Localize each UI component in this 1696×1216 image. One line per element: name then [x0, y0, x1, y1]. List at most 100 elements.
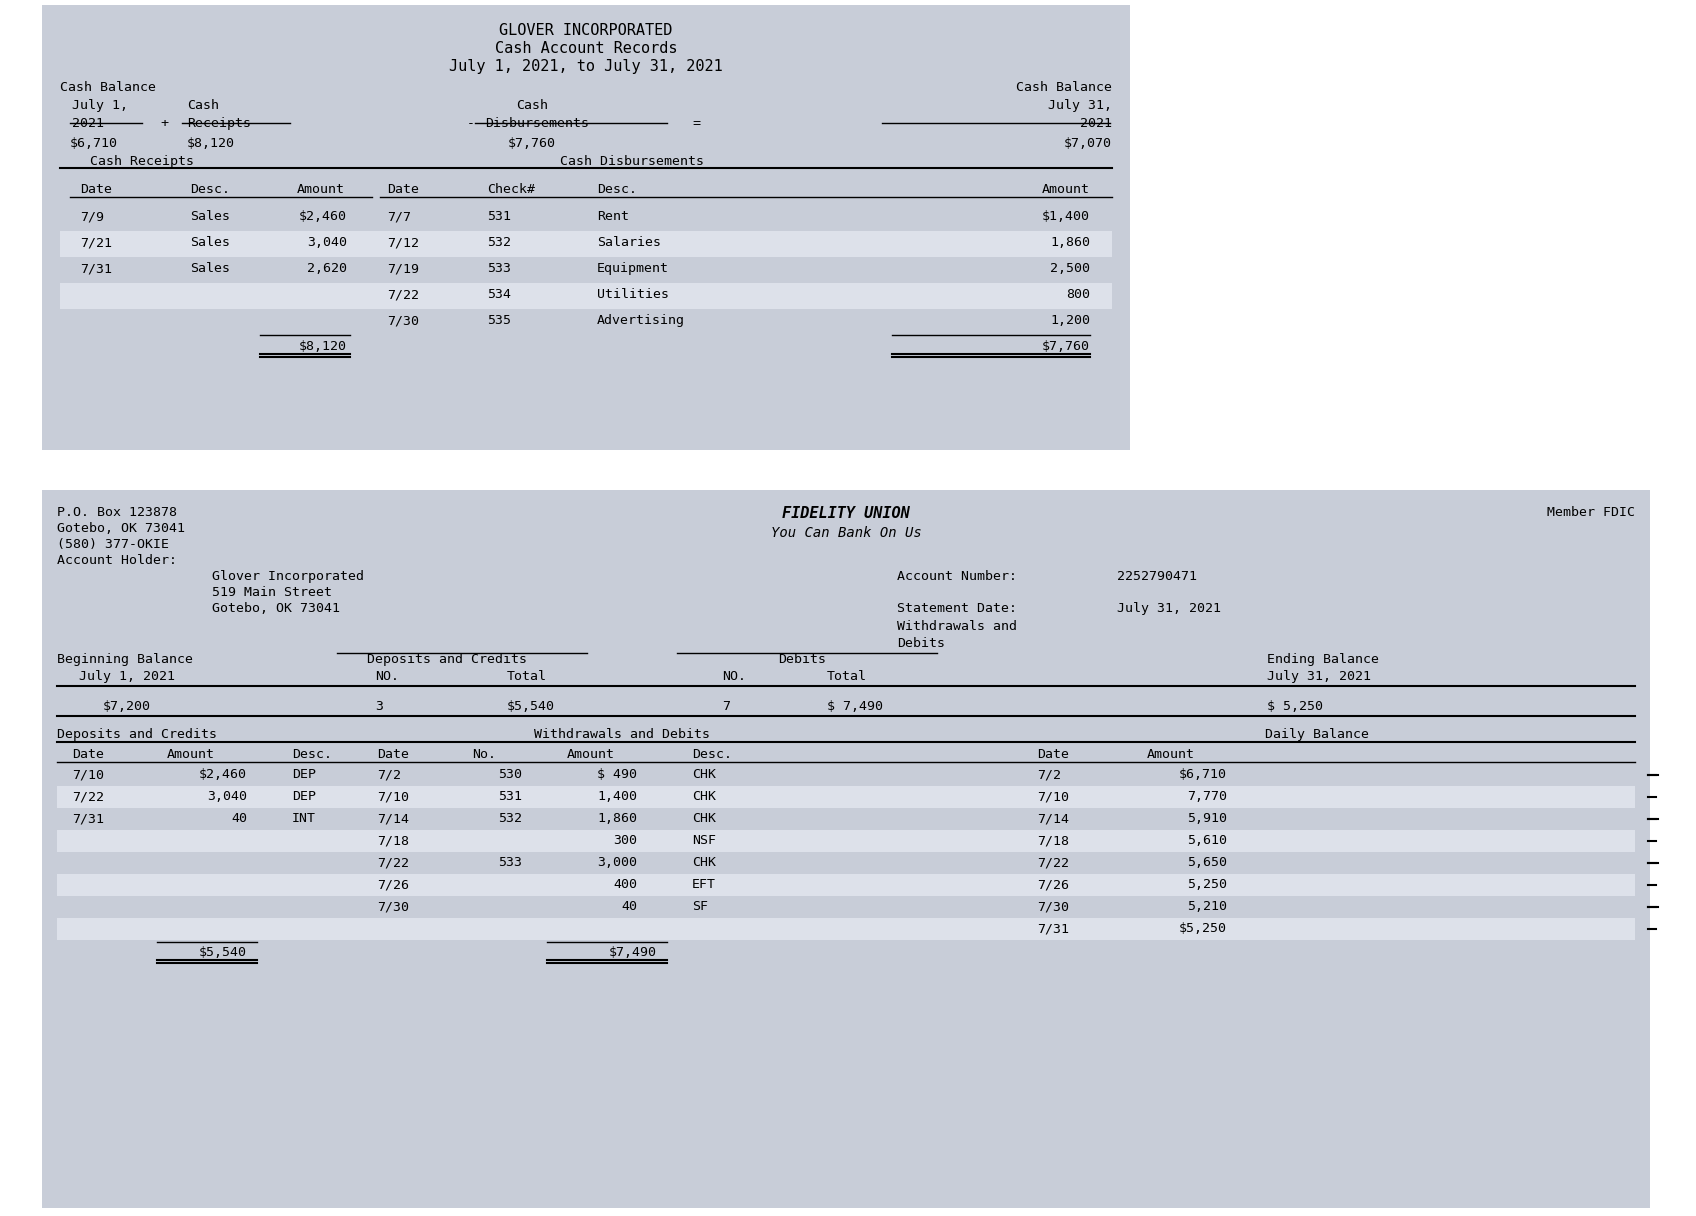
Text: $7,070: $7,070: [1063, 137, 1113, 150]
Text: July 1,: July 1,: [71, 98, 127, 112]
Text: 40: 40: [231, 812, 248, 824]
Text: Check#: Check#: [487, 182, 534, 196]
Text: $6,710: $6,710: [1179, 769, 1226, 781]
Text: Beginning Balance: Beginning Balance: [58, 653, 193, 666]
Text: 7/14: 7/14: [1036, 812, 1068, 824]
Text: Gotebo, OK 73041: Gotebo, OK 73041: [212, 602, 339, 615]
Text: Desc.: Desc.: [597, 182, 638, 196]
Text: Cash Receipts: Cash Receipts: [90, 154, 193, 168]
Text: Desc.: Desc.: [692, 748, 733, 761]
Text: $5,540: $5,540: [198, 946, 248, 959]
Text: Cash Disbursements: Cash Disbursements: [560, 154, 704, 168]
Text: $ 5,250: $ 5,250: [1267, 700, 1323, 713]
Text: $1,400: $1,400: [1041, 210, 1091, 223]
Text: 1,200: 1,200: [1050, 314, 1091, 327]
Text: 2,620: 2,620: [307, 261, 348, 275]
Text: INT: INT: [292, 812, 315, 824]
Text: 2252790471: 2252790471: [1118, 570, 1197, 582]
Text: Deposits and Credits: Deposits and Credits: [366, 653, 527, 666]
Text: 7/14: 7/14: [377, 812, 409, 824]
Text: $6,710: $6,710: [70, 137, 119, 150]
Text: DEP: DEP: [292, 769, 315, 781]
Text: 7/10: 7/10: [71, 769, 103, 781]
Text: 7/2: 7/2: [1036, 769, 1062, 781]
Text: 7/10: 7/10: [1036, 790, 1068, 803]
Text: 3,040: 3,040: [307, 236, 348, 249]
Text: 7/30: 7/30: [377, 900, 409, 913]
Text: 300: 300: [612, 834, 638, 848]
Text: 7: 7: [722, 700, 729, 713]
Text: 7/2: 7/2: [377, 769, 400, 781]
Text: $5,250: $5,250: [1179, 922, 1226, 935]
Text: 532: 532: [487, 236, 510, 249]
Text: July 31, 2021: July 31, 2021: [1118, 602, 1221, 615]
Text: 7/30: 7/30: [1036, 900, 1068, 913]
Text: July 1, 2021, to July 31, 2021: July 1, 2021, to July 31, 2021: [449, 60, 722, 74]
Text: Amount: Amount: [566, 748, 616, 761]
Text: Date: Date: [1036, 748, 1068, 761]
Text: Cash Account Records: Cash Account Records: [495, 41, 677, 56]
Text: NO.: NO.: [375, 670, 399, 683]
Text: Total: Total: [828, 670, 867, 683]
Text: 532: 532: [499, 812, 522, 824]
Text: 530: 530: [499, 769, 522, 781]
Text: 7/21: 7/21: [80, 236, 112, 249]
Text: Total: Total: [507, 670, 548, 683]
Text: 7/26: 7/26: [377, 878, 409, 891]
Text: 5,650: 5,650: [1187, 856, 1226, 869]
Text: 534: 534: [487, 288, 510, 302]
Bar: [58, 918, 1635, 940]
Text: Daily Balance: Daily Balance: [1265, 728, 1369, 741]
Text: Amount: Amount: [166, 748, 215, 761]
Text: Sales: Sales: [190, 261, 231, 275]
Text: Equipment: Equipment: [597, 261, 668, 275]
Text: Member FDIC: Member FDIC: [1547, 506, 1635, 519]
Text: Account Number:: Account Number:: [897, 570, 1018, 582]
Text: 2021: 2021: [71, 117, 103, 130]
Text: Sales: Sales: [190, 210, 231, 223]
Text: Date: Date: [80, 182, 112, 196]
Text: 7/7: 7/7: [387, 210, 410, 223]
Text: 531: 531: [499, 790, 522, 803]
Bar: [59, 231, 1113, 257]
Text: 7/22: 7/22: [71, 790, 103, 803]
Text: Amount: Amount: [1041, 182, 1091, 196]
Text: Receipts: Receipts: [187, 117, 251, 130]
Text: 7/31: 7/31: [71, 812, 103, 824]
Text: 519 Main Street: 519 Main Street: [212, 586, 332, 599]
Text: 7/31: 7/31: [80, 261, 112, 275]
Text: 2,500: 2,500: [1050, 261, 1091, 275]
Text: Statement Date:: Statement Date:: [897, 602, 1018, 615]
Text: Glover Incorporated: Glover Incorporated: [212, 570, 365, 582]
Text: $7,760: $7,760: [1041, 340, 1091, 353]
Text: 7/18: 7/18: [377, 834, 409, 848]
Text: 400: 400: [612, 878, 638, 891]
Text: 1,400: 1,400: [597, 790, 638, 803]
Text: Cash Balance: Cash Balance: [59, 81, 156, 94]
Text: Deposits and Credits: Deposits and Credits: [58, 728, 217, 741]
Text: DEP: DEP: [292, 790, 315, 803]
Text: NO.: NO.: [722, 670, 746, 683]
Text: 40: 40: [621, 900, 638, 913]
Text: No.: No.: [471, 748, 495, 761]
Text: 7/9: 7/9: [80, 210, 103, 223]
Text: EFT: EFT: [692, 878, 716, 891]
Text: 533: 533: [487, 261, 510, 275]
Text: 7/22: 7/22: [387, 288, 419, 302]
Bar: [42, 490, 1650, 1207]
Text: 7/10: 7/10: [377, 790, 409, 803]
Text: -: -: [466, 117, 475, 130]
Text: Date: Date: [387, 182, 419, 196]
Text: NSF: NSF: [692, 834, 716, 848]
Text: Date: Date: [71, 748, 103, 761]
Text: July 31,: July 31,: [1048, 98, 1113, 112]
Text: 7/26: 7/26: [1036, 878, 1068, 891]
Text: CHK: CHK: [692, 769, 716, 781]
Text: $2,460: $2,460: [298, 210, 348, 223]
Text: GLOVER INCORPORATED: GLOVER INCORPORATED: [499, 23, 673, 38]
Text: Cash: Cash: [187, 98, 219, 112]
Text: =: =: [692, 117, 700, 130]
Text: $8,120: $8,120: [187, 137, 236, 150]
Text: 3,040: 3,040: [207, 790, 248, 803]
Text: Amount: Amount: [297, 182, 344, 196]
